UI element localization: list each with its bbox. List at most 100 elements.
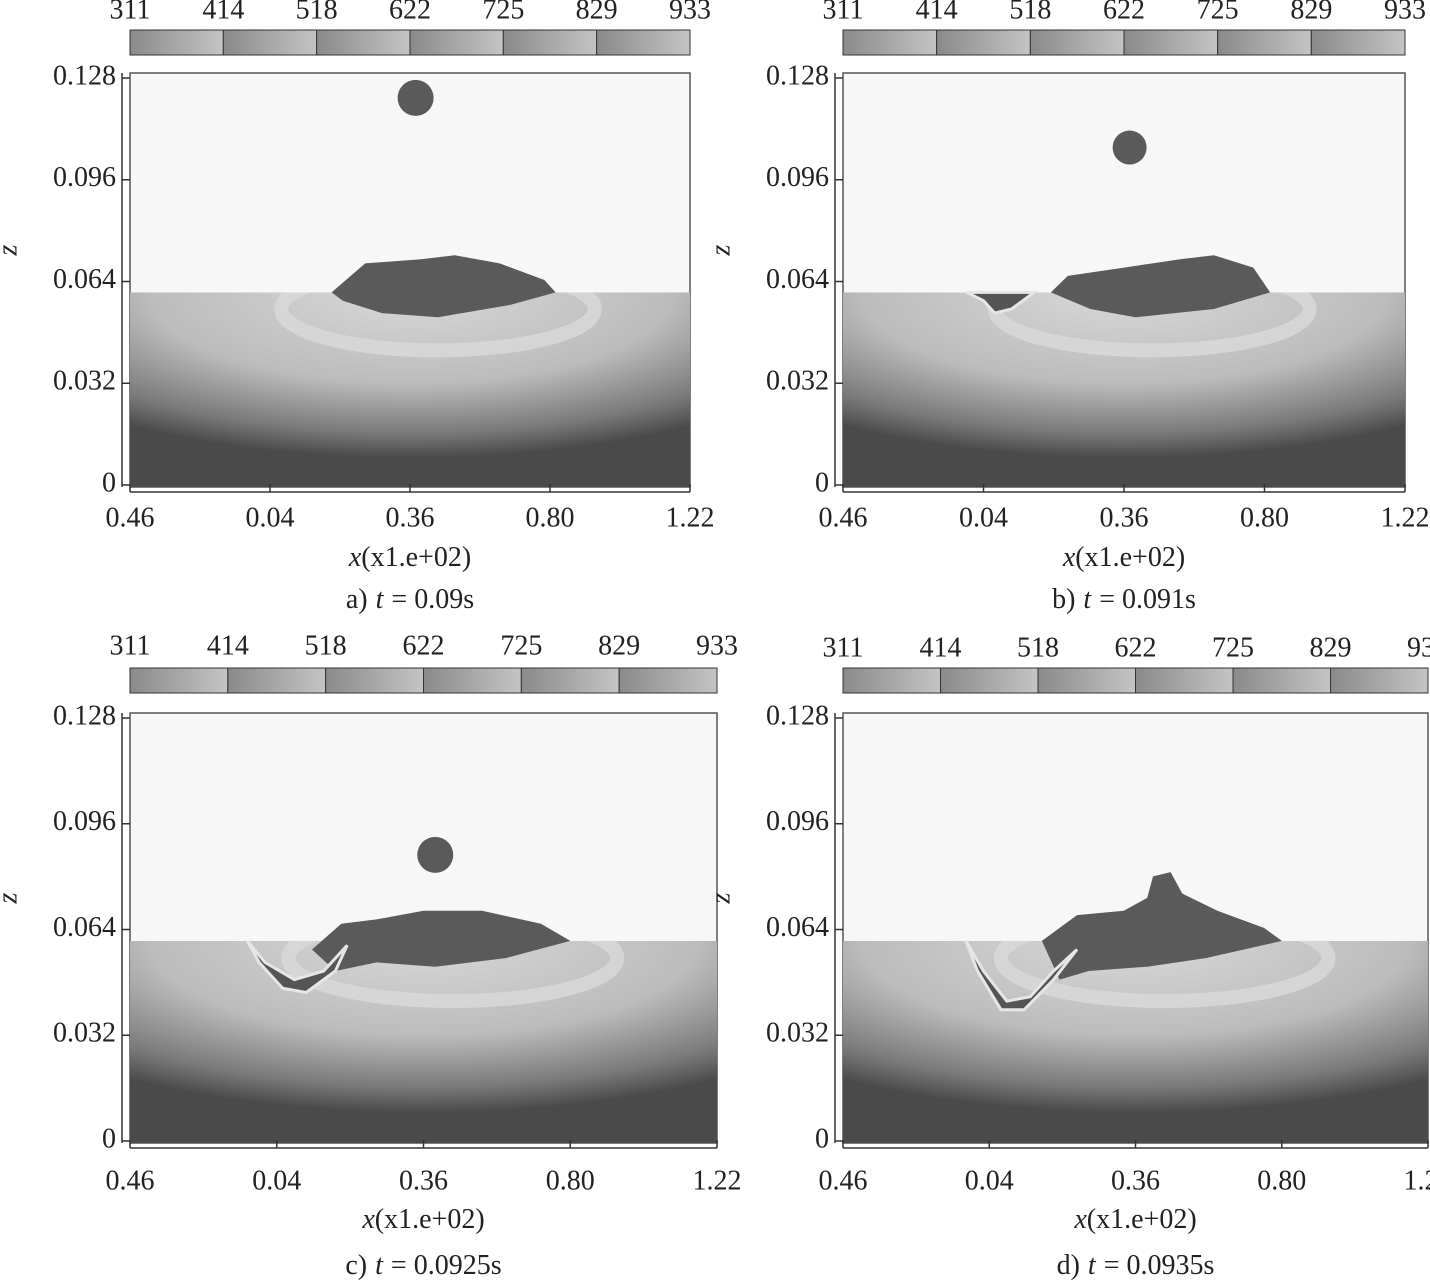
colorbar-segment — [1217, 29, 1312, 56]
crater — [964, 940, 1079, 1012]
x-tick-label: 0.80 — [526, 502, 575, 533]
colorbar-label: 933 — [696, 630, 738, 661]
x-tick-label: 0.36 — [386, 502, 435, 533]
caption-var: t — [375, 1250, 384, 1281]
y-tick-label: 0 — [102, 1123, 116, 1154]
x-label-var: x — [1073, 1204, 1087, 1235]
colorbar-label: 933 — [669, 0, 711, 25]
colorbar-label: 933 — [1407, 632, 1430, 663]
melt-pool — [1041, 872, 1282, 980]
substrate — [843, 292, 1405, 487]
colorbar-segment — [1330, 667, 1429, 694]
colorbar-segment — [502, 29, 598, 56]
colorbar-label: 829 — [598, 630, 640, 661]
y-tick-label: 0.064 — [766, 912, 829, 943]
y-tick-label: 0.032 — [53, 366, 116, 397]
melt-pool — [1050, 255, 1271, 318]
colorbar-label: 414 — [920, 632, 962, 663]
caption-value: = 0.0925s — [391, 1250, 502, 1281]
colorbar-label: 725 — [1212, 632, 1254, 663]
x-axis-label: x(x1.e+02) — [348, 542, 471, 573]
x-axis-label: x(x1.e+02) — [361, 1204, 484, 1235]
y-tick-label: 0.032 — [766, 366, 829, 397]
y-tick-label: 0.032 — [53, 1018, 116, 1049]
panel: 311 414 518 622 725 829 933 0 0.032 0.064 0.096 0.1… — [0, 0, 715, 615]
x-tick-label: 0.80 — [1257, 1165, 1306, 1196]
colorbar-label: 311 — [110, 630, 151, 661]
x-tick-label: 0.04 — [959, 502, 1008, 533]
caption-tag: d) — [1057, 1250, 1080, 1281]
colorbar-segment — [842, 667, 941, 694]
colorbar-segment — [936, 29, 1031, 56]
y-axis-label: z — [705, 244, 736, 256]
colorbar-label: 622 — [403, 630, 445, 661]
caption: c) t = 0.0925s — [345, 1250, 501, 1281]
x-tick-label: 0.04 — [246, 502, 295, 533]
x-label-var: x — [1062, 542, 1076, 573]
colorbar-label: 414 — [916, 0, 958, 25]
air-cover — [844, 714, 1427, 941]
panel: 311 414 518 622 725 829 933 0 0.032 0.064 0.096 0.1… — [705, 0, 1429, 615]
droplet — [417, 836, 454, 873]
colorbar-label: 725 — [500, 630, 542, 661]
colorbar-label: 518 — [1009, 0, 1051, 25]
x-tick-label: 0.36 — [1111, 1165, 1160, 1196]
colorbar-label: 311 — [823, 632, 864, 663]
x-tick-label: 0.80 — [546, 1165, 595, 1196]
y-tick-label: 0 — [815, 1123, 829, 1154]
air-cover — [131, 714, 716, 941]
y-tick-label: 0.128 — [53, 700, 116, 731]
colorbar-label: 933 — [1384, 0, 1426, 25]
caption-value: = 0.091s — [1099, 584, 1196, 615]
caption-value: = 0.0935s — [1104, 1250, 1215, 1281]
x-tick-label: 1.22 — [1381, 502, 1430, 533]
caption-var: t — [1088, 1250, 1097, 1281]
droplet — [397, 79, 434, 116]
colorbar-segment — [129, 29, 224, 56]
colorbar-segment — [1123, 29, 1219, 56]
x-label-var: x — [348, 542, 362, 573]
colorbar-segment — [227, 667, 327, 694]
crater — [965, 290, 1039, 315]
x-label-unit: (x1.e+02) — [1087, 1204, 1197, 1235]
x-tick-label: 1.22 — [666, 502, 715, 533]
x-tick-label: 1.22 — [693, 1165, 742, 1196]
x-tick-label: 0.04 — [965, 1165, 1014, 1196]
colorbar-label: 622 — [1115, 632, 1157, 663]
colorbar-label: 518 — [1017, 632, 1059, 663]
x-axis-label: x(x1.e+02) — [1073, 1204, 1196, 1235]
colorbar-label: 622 — [389, 0, 431, 25]
colorbar-segment — [316, 29, 411, 56]
x-label-unit: (x1.e+02) — [361, 542, 471, 573]
y-tick-label: 0 — [102, 467, 116, 498]
x-tick-label: 0.04 — [252, 1165, 301, 1196]
caption-var: t — [376, 584, 385, 615]
colorbar-label: 518 — [305, 630, 347, 661]
y-axis-label: z — [705, 892, 736, 904]
caption-tag: c) — [345, 1250, 367, 1281]
colorbar-segment — [940, 667, 1039, 694]
x-tick-label: 0.36 — [1100, 502, 1149, 533]
x-tick-label: 1.22 — [1404, 1165, 1430, 1196]
melt-pool — [331, 255, 556, 318]
x-label-unit: (x1.e+02) — [375, 1204, 485, 1235]
y-tick-label: 0.064 — [53, 264, 116, 295]
colorbar-segment — [222, 29, 318, 56]
colorbar-segment — [1232, 667, 1331, 694]
x-axis-label: x(x1.e+02) — [1062, 542, 1185, 573]
caption-tag: b) — [1052, 584, 1075, 615]
x-tick-label: 0.80 — [1240, 502, 1289, 533]
colorbar-label: 311 — [823, 0, 864, 25]
colorbar-label: 518 — [296, 0, 338, 25]
colorbar-segment — [520, 667, 620, 694]
colorbar-label: 414 — [207, 630, 249, 661]
panel: 311 414 518 622 725 829 933 0 0.032 0.064 0.096 0.1… — [0, 630, 742, 1281]
x-tick-label: 0.46 — [819, 502, 868, 533]
y-tick-label: 0.064 — [766, 264, 829, 295]
substrate — [130, 292, 690, 487]
colorbar-label: 829 — [1310, 632, 1352, 663]
colorbar-label: 414 — [202, 0, 244, 25]
melt-pool — [312, 910, 571, 971]
panel: 311 414 518 622 725 829 933 0 0.032 0.064 0.096 0.1… — [705, 632, 1430, 1281]
